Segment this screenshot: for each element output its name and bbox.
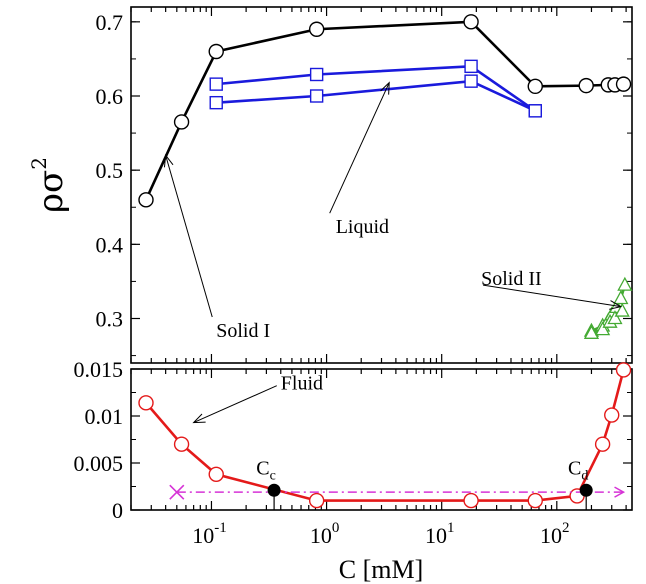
bottom-ytick-label: 0.005 — [74, 451, 124, 476]
top-series-2-line — [216, 79, 536, 113]
x-tick-label-base: 10 — [540, 523, 562, 548]
top-series-0-point — [173, 114, 190, 130]
top-series-2-point — [209, 95, 223, 110]
annotation-arrow-line — [483, 284, 621, 308]
special-point-label-base: C — [256, 457, 269, 479]
x-tick-label: 10-1 — [192, 520, 227, 548]
top-series-1-point — [309, 67, 324, 82]
bottom-series-0-point — [594, 436, 611, 452]
annotation-arrowhead — [380, 81, 390, 95]
y-axis-label-sup: 2 — [27, 157, 51, 170]
top-series-0-point — [578, 77, 594, 94]
y-axis-label-base: ρσ — [31, 170, 71, 213]
bottom-series-0-point — [463, 492, 479, 509]
top-ytick-label: 0.3 — [96, 307, 124, 332]
annotation-arrow-line — [193, 385, 277, 424]
top-series-0-point — [208, 43, 224, 60]
special-point-marker — [579, 483, 593, 497]
top-series-4-point — [595, 321, 611, 336]
top-series-3-point — [617, 276, 633, 291]
top-series-2-point — [528, 104, 542, 118]
x-tick-label-exp: 0 — [332, 520, 340, 536]
top-panel-axes: 0.3 0.4 0.5 0.6 0.7 — [96, 7, 632, 363]
bottom-series-0-point — [527, 492, 543, 509]
top-series-1-point — [209, 77, 223, 91]
bottom-series-1-arrowhead — [614, 486, 626, 498]
top-series-0-point — [308, 21, 325, 37]
bottom-panel-series: Cc Cd — [138, 362, 632, 510]
annotation-arrowhead — [163, 154, 174, 168]
special-point-label-sub: c — [270, 468, 276, 483]
top-series-1-line — [216, 65, 537, 112]
annotation-arrow-line — [329, 82, 390, 214]
x-tick-label-exp: 1 — [447, 520, 455, 536]
x-tick-label-base: 10 — [425, 523, 447, 548]
x-tick-label-exp: 2 — [562, 520, 570, 536]
x-tick-label-base: 10 — [310, 523, 332, 548]
top-series-2-point — [464, 74, 478, 88]
y-axis-label: ρσ2 — [27, 157, 71, 213]
special-point-marker — [267, 483, 281, 497]
annotation-label: Fluid — [281, 373, 323, 395]
top-ytick-label: 0.4 — [96, 232, 124, 257]
top-series-4-point — [607, 310, 623, 325]
bottom-series-0-point — [138, 395, 154, 411]
bottom-ytick-label: 0 — [112, 498, 123, 523]
x-tick-label: 100 — [310, 520, 340, 548]
bottom-series-0-point — [308, 492, 325, 509]
x-tick-label-base: 10 — [192, 523, 214, 548]
top-series-1-point — [464, 59, 478, 74]
top-ytick-label: 0.7 — [96, 10, 124, 35]
annotation-label: Liquid — [336, 216, 389, 238]
annotation-arrow-line — [165, 155, 213, 318]
special-point-label-base: C — [568, 457, 581, 479]
top-series-0-point — [463, 14, 479, 30]
x-tick-label-exp: -1 — [214, 520, 227, 536]
annotation-arrowhead — [609, 300, 623, 310]
bottom-series-0-point — [208, 466, 224, 482]
bottom-ytick-label: 0.01 — [85, 404, 124, 429]
bottom-series-0-line — [145, 369, 625, 502]
top-ytick-label: 0.6 — [96, 84, 124, 109]
bottom-series-0-point — [604, 407, 620, 423]
bottom-series-1-x-marker — [169, 484, 185, 500]
top-series-0-point — [527, 78, 543, 95]
top-series-0-point — [138, 192, 154, 208]
x-axis-label: C [mM] — [339, 555, 424, 584]
x-tick-label: 102 — [540, 520, 570, 548]
top-ytick-label: 0.5 — [96, 158, 124, 183]
top-series-4-point — [583, 324, 600, 339]
bottom-series-0-point — [173, 436, 190, 452]
annotation-arrowhead — [192, 413, 206, 424]
x-tick-label: 101 — [425, 520, 455, 548]
top-series-3-point — [613, 290, 629, 305]
top-series-0-point — [615, 76, 632, 92]
bottom-series-0-point — [615, 362, 632, 378]
annotation-label: Solid I — [216, 320, 270, 342]
special-point-label-sub: d — [581, 468, 588, 483]
bottom-panel-frame — [130, 368, 633, 511]
annotations: Solid I Liquid Solid II Fluid — [163, 81, 623, 424]
top-series-2-point — [309, 89, 324, 103]
top-series-4-point — [614, 302, 630, 317]
special-point-label: Cc — [256, 457, 276, 483]
annotation-label: Solid II — [481, 268, 542, 290]
top-panel-series — [138, 14, 633, 339]
top-panel-frame — [130, 6, 633, 364]
special-point-label: Cd — [568, 457, 588, 483]
bottom-ytick-label: 0.015 — [74, 357, 124, 382]
